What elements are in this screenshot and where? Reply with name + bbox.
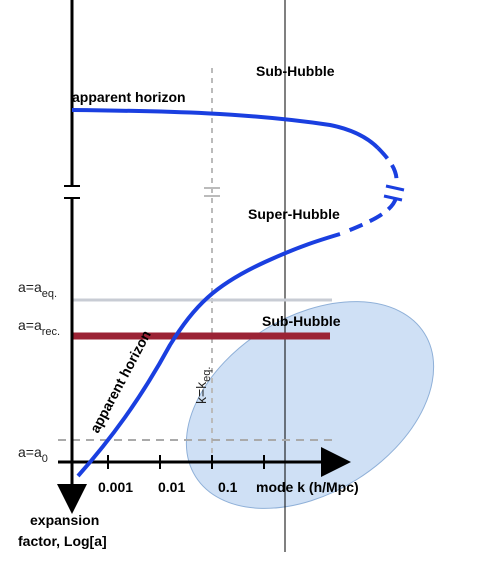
tick-label: 0.1 xyxy=(218,479,238,495)
label: Sub-Hubble xyxy=(262,313,341,329)
label: a=arec. xyxy=(18,317,60,338)
label: k=keq. xyxy=(193,367,213,404)
horizon-curve xyxy=(76,232,341,478)
label: apparent horizon xyxy=(87,328,154,436)
x-ticks xyxy=(107,455,265,469)
label: apparent horizon xyxy=(72,89,186,105)
sub-hubble-region xyxy=(185,301,435,509)
tick-label: 0.001 xyxy=(98,479,133,495)
label: a=aeq. xyxy=(18,279,57,300)
label: Super-Hubble xyxy=(248,206,340,222)
axis-break-gap xyxy=(64,186,80,198)
break xyxy=(385,184,405,192)
horizon-curve-dashed xyxy=(376,146,399,187)
axis-label: factor, Log[a] xyxy=(18,533,107,549)
horizon-curve-dashed xyxy=(344,197,398,234)
axis-label: mode k (h/Mpc) xyxy=(256,479,359,495)
break xyxy=(383,194,403,202)
tick-label: 0.01 xyxy=(158,479,185,495)
label: Sub-Hubble xyxy=(256,63,335,79)
axis-label: expansion xyxy=(30,512,99,528)
label: a=a0 xyxy=(18,444,48,465)
horizon-curve xyxy=(71,108,380,150)
